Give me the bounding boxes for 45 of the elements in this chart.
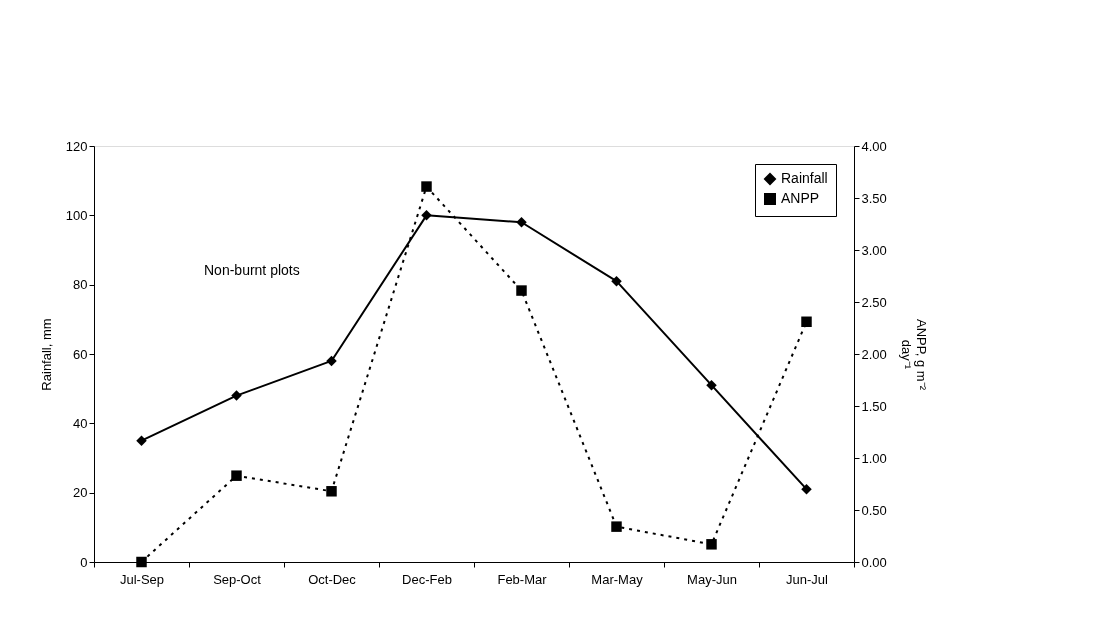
- x-tick-label: Oct-Dec: [308, 571, 357, 587]
- point: [611, 275, 622, 287]
- legend-label: Rainfall: [781, 170, 828, 186]
- y2-tick-label: 3.00: [861, 242, 887, 258]
- y2-tick-label: 2.00: [861, 346, 887, 362]
- point: [421, 181, 432, 192]
- y-tick-label: 0: [80, 554, 88, 570]
- point: [801, 316, 812, 327]
- point: [611, 521, 622, 532]
- point: [231, 390, 242, 401]
- y2-tick-label: 4.00: [861, 138, 887, 154]
- point: [706, 379, 717, 391]
- x-tick-label: Sep-Oct: [213, 571, 262, 587]
- annotation: Non-burnt plots: [204, 262, 300, 278]
- legend-label: ANPP: [781, 190, 820, 206]
- x-tick-label: Feb-Mar: [497, 571, 548, 587]
- y-tick-label: 60: [73, 346, 88, 362]
- y2-tick-label: 0.50: [861, 502, 887, 518]
- y-tick-label: 80: [73, 277, 88, 293]
- y-tick-label: 100: [65, 207, 88, 223]
- x-tick-label: Jul-Sep: [119, 571, 165, 587]
- point: [706, 539, 717, 550]
- x-tick-label: Dec-Feb: [402, 571, 452, 587]
- point: [516, 217, 527, 228]
- point: [516, 285, 527, 296]
- y2-tick-label: 0.00: [861, 554, 887, 570]
- point: [136, 435, 147, 446]
- point: [231, 470, 242, 481]
- x-tick-label: Jun-Jul: [786, 571, 829, 587]
- y2-tick-label: 3.50: [861, 190, 887, 206]
- y2-tick-label: 1.50: [861, 398, 887, 414]
- point: [326, 355, 337, 367]
- y2-tick-label: 2.50: [861, 294, 887, 310]
- point: [326, 486, 337, 497]
- x-tick-label: Mar-May: [591, 571, 644, 587]
- y-axis-title: Rainfall, mm: [38, 318, 54, 391]
- y-tick-label: 120: [65, 138, 88, 154]
- point: [421, 210, 432, 221]
- y2-tick-label: 1.00: [861, 450, 887, 466]
- y-tick-label: 20: [73, 485, 88, 501]
- y-tick-label: 40: [73, 415, 88, 431]
- point: [801, 483, 812, 495]
- x-tick-label: May-Jun: [687, 571, 737, 587]
- point: [136, 556, 147, 568]
- y2-axis-title: ANPP, g m⁻² day⁻¹: [898, 319, 929, 391]
